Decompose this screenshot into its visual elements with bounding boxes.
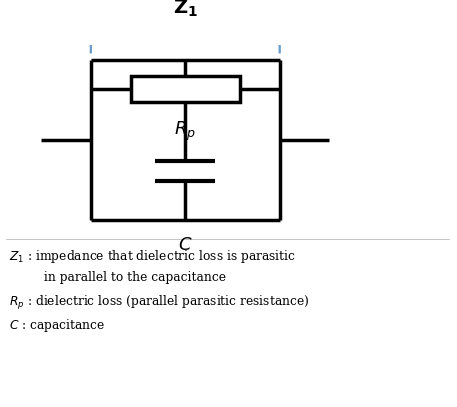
Bar bbox=[131, 76, 240, 102]
Text: $R_p$ : dielectric loss (parallel parasitic resistance): $R_p$ : dielectric loss (parallel parasi… bbox=[9, 294, 309, 313]
Text: $R_p$: $R_p$ bbox=[174, 120, 196, 143]
Text: $Z_1$ : impedance that dielectric loss is parasitic: $Z_1$ : impedance that dielectric loss i… bbox=[9, 248, 296, 265]
Text: $C$ : capacitance: $C$ : capacitance bbox=[9, 317, 105, 335]
Text: in parallel to the capacitance: in parallel to the capacitance bbox=[9, 271, 226, 284]
Text: $\mathbf{Z_1}$: $\mathbf{Z_1}$ bbox=[173, 0, 198, 19]
Text: $C$: $C$ bbox=[178, 236, 192, 254]
